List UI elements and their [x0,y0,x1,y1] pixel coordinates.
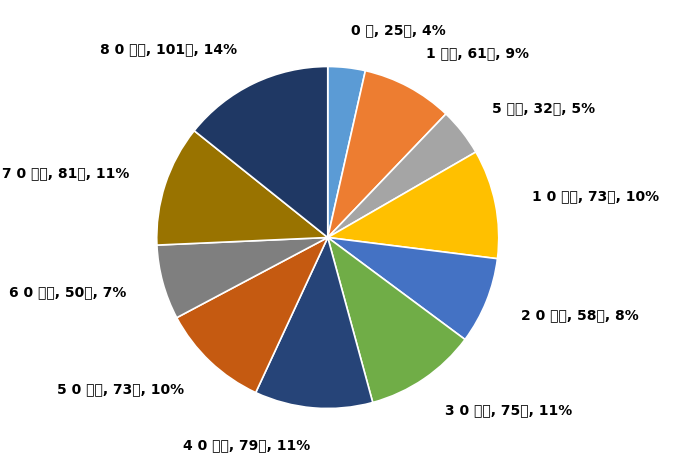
Wedge shape [194,66,328,238]
Wedge shape [328,152,499,259]
Wedge shape [157,238,328,318]
Wedge shape [157,131,328,245]
Wedge shape [328,238,465,402]
Text: 1 0 歳～, 73人, 10%: 1 0 歳～, 73人, 10% [532,189,660,203]
Text: 1 歳～, 61人, 9%: 1 歳～, 61人, 9% [426,47,529,61]
Text: 7 0 歳～, 81人, 11%: 7 0 歳～, 81人, 11% [2,166,130,180]
Text: 2 0 歳～, 58人, 8%: 2 0 歳～, 58人, 8% [522,308,639,322]
Wedge shape [328,66,366,238]
Wedge shape [256,238,373,408]
Text: 5 0 歳～, 73人, 10%: 5 0 歳～, 73人, 10% [57,382,184,396]
Text: 0 歳, 25人, 4%: 0 歳, 25人, 4% [351,23,446,37]
Wedge shape [328,114,476,238]
Wedge shape [328,71,446,238]
Text: 3 0 歳～, 75人, 11%: 3 0 歳～, 75人, 11% [445,403,573,417]
Text: 8 0 歳～, 101人, 14%: 8 0 歳～, 101人, 14% [100,42,237,57]
Wedge shape [177,238,328,392]
Text: 5 歳～, 32人, 5%: 5 歳～, 32人, 5% [492,102,595,116]
Text: 6 0 歳～, 50人, 7%: 6 0 歳～, 50人, 7% [9,285,126,299]
Text: 4 0 歳～, 79人, 11%: 4 0 歳～, 79人, 11% [183,438,310,452]
Wedge shape [328,238,497,340]
